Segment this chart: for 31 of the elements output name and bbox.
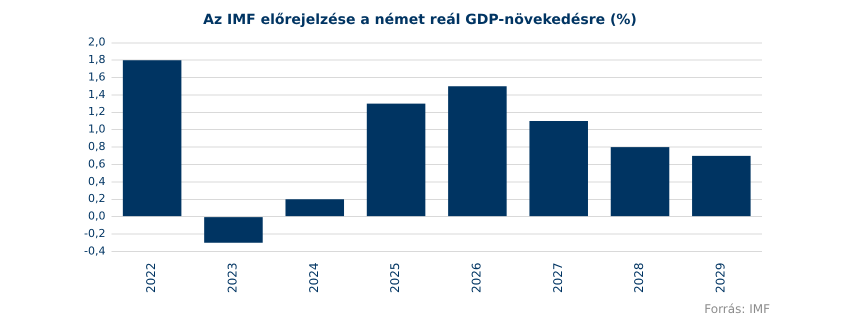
y-tick-label: 1,6 bbox=[88, 70, 106, 84]
bar bbox=[122, 60, 182, 216]
y-tick-label: 0,8 bbox=[88, 140, 106, 153]
y-tick-label: 1,8 bbox=[88, 53, 106, 66]
chart-title: Az IMF előrejelzése a német reál GDP-növekedésre (%) bbox=[203, 12, 637, 28]
y-tick-label: 0,4 bbox=[88, 174, 106, 188]
y-tick-label: -0,4 bbox=[84, 244, 106, 258]
y-tick-label: 0,2 bbox=[88, 192, 106, 206]
y-tick-label: 1,0 bbox=[88, 122, 106, 136]
x-tick-label: 2024 bbox=[306, 262, 321, 294]
y-tick-label: 1,4 bbox=[88, 88, 106, 101]
x-tick-label: 2025 bbox=[388, 262, 402, 294]
bar bbox=[366, 104, 426, 216]
y-tick-label: 0,0 bbox=[88, 210, 106, 223]
bar bbox=[529, 121, 588, 216]
x-tick-label: 2027 bbox=[550, 262, 565, 294]
bar bbox=[285, 199, 344, 216]
x-tick-label: 2023 bbox=[226, 262, 240, 294]
text: Forrás: IMF bbox=[704, 302, 770, 316]
x-tick-label: 2029 bbox=[713, 262, 728, 294]
bar bbox=[610, 147, 670, 216]
y-tick-label: -0,2 bbox=[84, 226, 106, 240]
bar bbox=[692, 156, 751, 216]
x-tick-label: 2028 bbox=[632, 262, 646, 294]
bar bbox=[204, 217, 263, 243]
y-tick-label: 2,0 bbox=[88, 36, 106, 49]
x-tick-label: 2022 bbox=[144, 262, 158, 294]
y-tick-label: 0,6 bbox=[88, 157, 106, 170]
bar bbox=[448, 86, 507, 216]
x-tick-label: 2026 bbox=[470, 262, 484, 294]
y-tick-label: 1,2 bbox=[88, 105, 106, 118]
